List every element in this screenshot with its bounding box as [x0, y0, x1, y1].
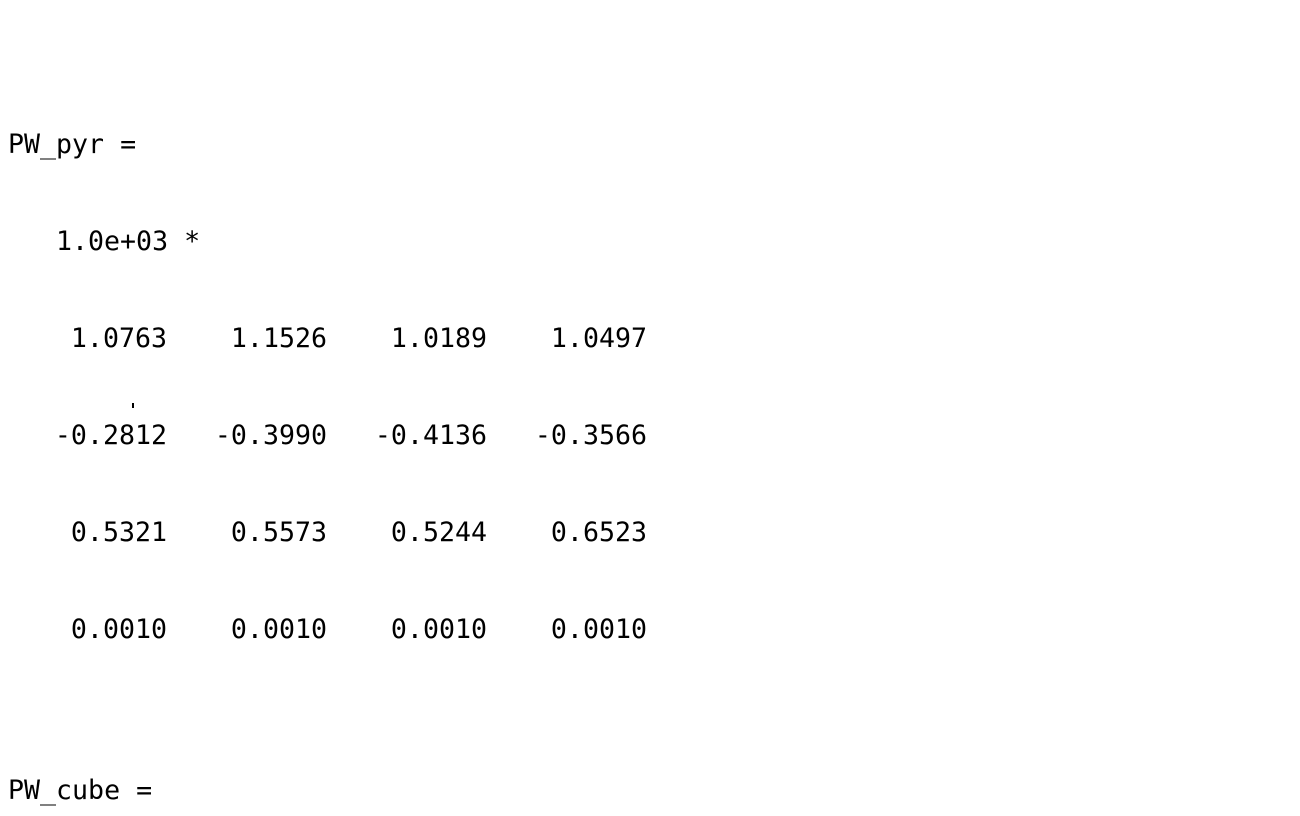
matrix-row: -0.2812 -0.3990 -0.4136 -0.3566 — [0, 420, 1300, 452]
variable-name: PW_cube = — [8, 775, 153, 807]
matrix-cell: -0.4136 — [374, 419, 487, 451]
matrix-row: 0.5321 0.5573 0.5244 0.6523 — [0, 517, 1300, 549]
matrix-cell: 1.1526 — [230, 322, 327, 354]
matrix-cell: -0.2812 — [54, 419, 167, 451]
matrix-cell: 1.0189 — [390, 322, 487, 354]
matrix-cell: 0.5573 — [230, 516, 327, 548]
scale-factor-line: 1.0e+03 * — [0, 226, 1300, 258]
matrix-cell: 0.0010 — [550, 613, 647, 645]
matrix-cell: 0.0010 — [390, 613, 487, 645]
text-cursor — [132, 403, 134, 408]
matrix-cell: 0.5244 — [390, 516, 487, 548]
matrix-cell: -0.3566 — [534, 419, 647, 451]
matrix-row: 1.0763 1.1526 1.0189 1.0497 — [0, 323, 1300, 355]
matrix-cell: -0.3990 — [214, 419, 327, 451]
variable-name-line: PW_pyr = — [0, 129, 1300, 161]
matrix-cell: 0.6523 — [550, 516, 647, 548]
matrix-row: 0.0010 0.0010 0.0010 0.0010 — [0, 614, 1300, 646]
variable-name-line: PW_cube = — [0, 775, 1300, 807]
scale-factor: 1.0e+03 * — [56, 226, 201, 258]
command-window-output: PW_pyr = 1.0e+03 * 1.0763 1.1526 1.0189 1.0… — [0, 129, 1300, 806]
variable-name: PW_pyr = — [8, 129, 137, 161]
matrix-cell: 1.0763 — [70, 322, 167, 354]
matrix-cell: 0.0010 — [230, 613, 327, 645]
matrix-cell: 0.5321 — [70, 516, 167, 548]
matrix-cell: 1.0497 — [550, 322, 647, 354]
matrix-cell: 0.0010 — [70, 613, 167, 645]
